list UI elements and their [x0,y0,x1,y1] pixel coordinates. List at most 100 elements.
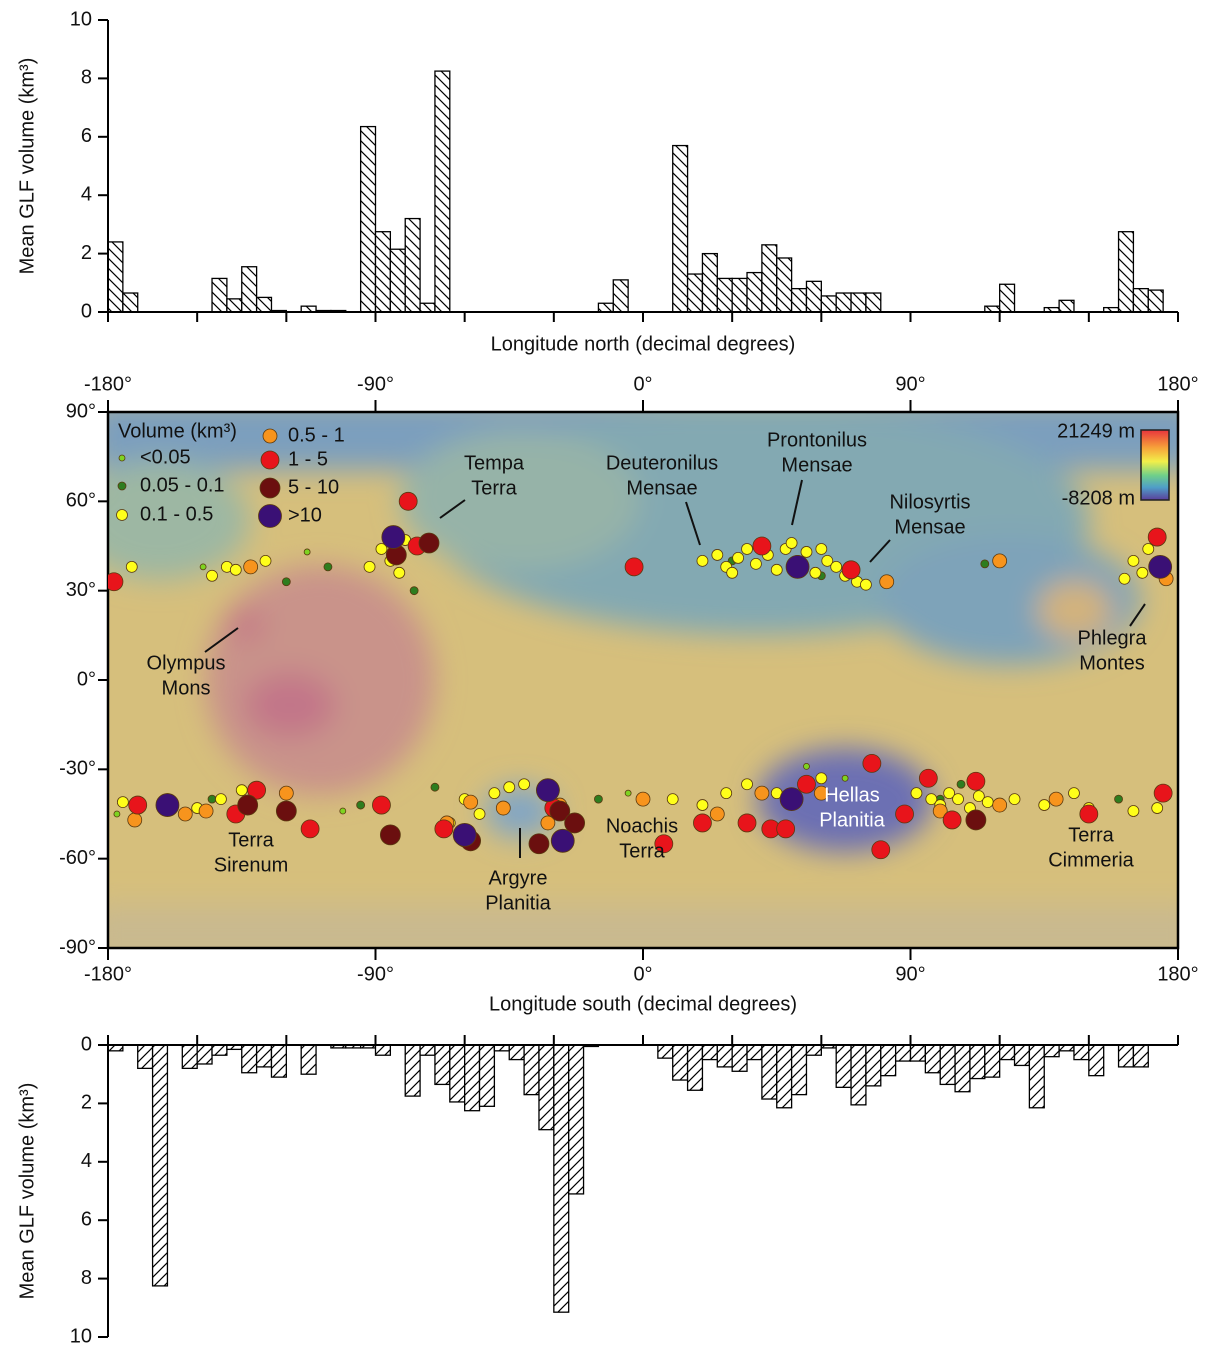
bar [434,1044,451,1086]
deposit-point [741,543,753,555]
bar [612,279,629,313]
region-label: Prontonilus [767,429,867,451]
deposit-point [750,557,762,570]
deposit-point [992,553,1008,569]
deposit-point [871,840,891,860]
x-axis-label: Longitude north (decimal degrees) [491,333,796,355]
bar [672,1044,689,1081]
y-tick-label: 0 [81,1033,92,1055]
region-label: Hellas [824,784,880,806]
region-label: Mensae [894,516,965,538]
bar [538,1044,555,1131]
deposits [108,491,1174,860]
deposit-point [1038,799,1051,811]
x-tick-label-bottom: 0° [633,963,652,985]
deposit-point [1068,787,1080,800]
deposit-point [564,812,586,834]
region-label: Sirenum [214,854,288,876]
region-label: Olympus [147,652,226,674]
bar [359,125,377,313]
x-tick-label-bottom: 180° [1157,963,1198,985]
deposit-point [943,787,956,800]
bar [211,277,228,313]
deposit-point [879,574,895,590]
bar [701,1044,718,1061]
bar [568,1044,585,1195]
y-tick-label: 2 [81,242,92,264]
deposit-point [821,554,834,567]
deposit-point [624,789,632,797]
deposit-point [696,554,709,567]
x-tick-label-bottom: -180° [84,963,132,985]
bar [835,292,852,313]
deposit-point [473,808,486,820]
x-tick-label-top: -90° [357,373,394,395]
legend-label: <0.05 [140,446,191,468]
region-label: Nilosyrtis [889,491,970,513]
y-tick-label: 8 [81,1267,92,1289]
bar [270,1044,287,1078]
bar [1117,1044,1135,1068]
bar [909,1044,927,1062]
region-label: Terra [228,829,274,851]
deposit-point [895,804,914,824]
deposit-point [754,785,770,801]
deposit-point [1127,805,1140,817]
deposit-point [732,552,745,564]
bar [820,295,837,313]
bar [300,1044,317,1075]
legend-label: 0.5 - 1 [288,424,345,446]
deposit-point [711,549,724,561]
region-label: Montes [1079,652,1145,674]
y-tick-label: 4 [81,1150,92,1172]
x-tick-label-bottom: -90° [357,963,394,985]
region-label: Mensae [626,477,697,499]
deposit-point [992,797,1008,813]
deposit-point [696,799,709,811]
legend-marker [262,428,278,444]
bar [776,1044,793,1109]
deposit-point [275,800,297,822]
legend-marker [116,509,128,521]
bar [924,1044,941,1074]
deposit-point [803,762,810,770]
bar [151,1044,169,1287]
bar [969,1044,986,1080]
bar [761,1044,778,1100]
deposit-point [1151,802,1164,814]
bar [657,1044,674,1059]
bar [255,1044,273,1068]
bar [865,292,882,313]
bar [434,70,451,313]
deposit-point [1127,554,1140,567]
deposit-point [281,577,291,587]
deposit-point [624,557,644,577]
region-label: Terra [619,840,665,862]
deposit-point [815,543,828,555]
deposit-point [972,790,985,803]
deposit-point [966,771,986,791]
deposit-point [418,532,440,554]
deposit-point [430,782,440,792]
deposit-point [206,569,218,582]
colorbar-max: 21249 m [1057,420,1135,442]
y-axis-label: Mean GLF volume (km³) [16,58,38,275]
deposit-point [830,560,843,573]
bar [716,277,733,313]
bar [255,296,273,313]
deposit-point [800,546,813,558]
y-tick-label: 0 [81,300,92,322]
y-tick-label: 0° [77,668,96,690]
bar [865,1044,882,1087]
deposit-point [300,819,320,839]
bar [122,292,139,313]
deposit-point [770,563,783,576]
bar [880,1044,897,1077]
bar [1043,1044,1060,1058]
bar [1132,287,1149,313]
deposit-point [198,803,214,819]
legend-marker [117,481,127,491]
region-label: Terra [471,477,517,499]
